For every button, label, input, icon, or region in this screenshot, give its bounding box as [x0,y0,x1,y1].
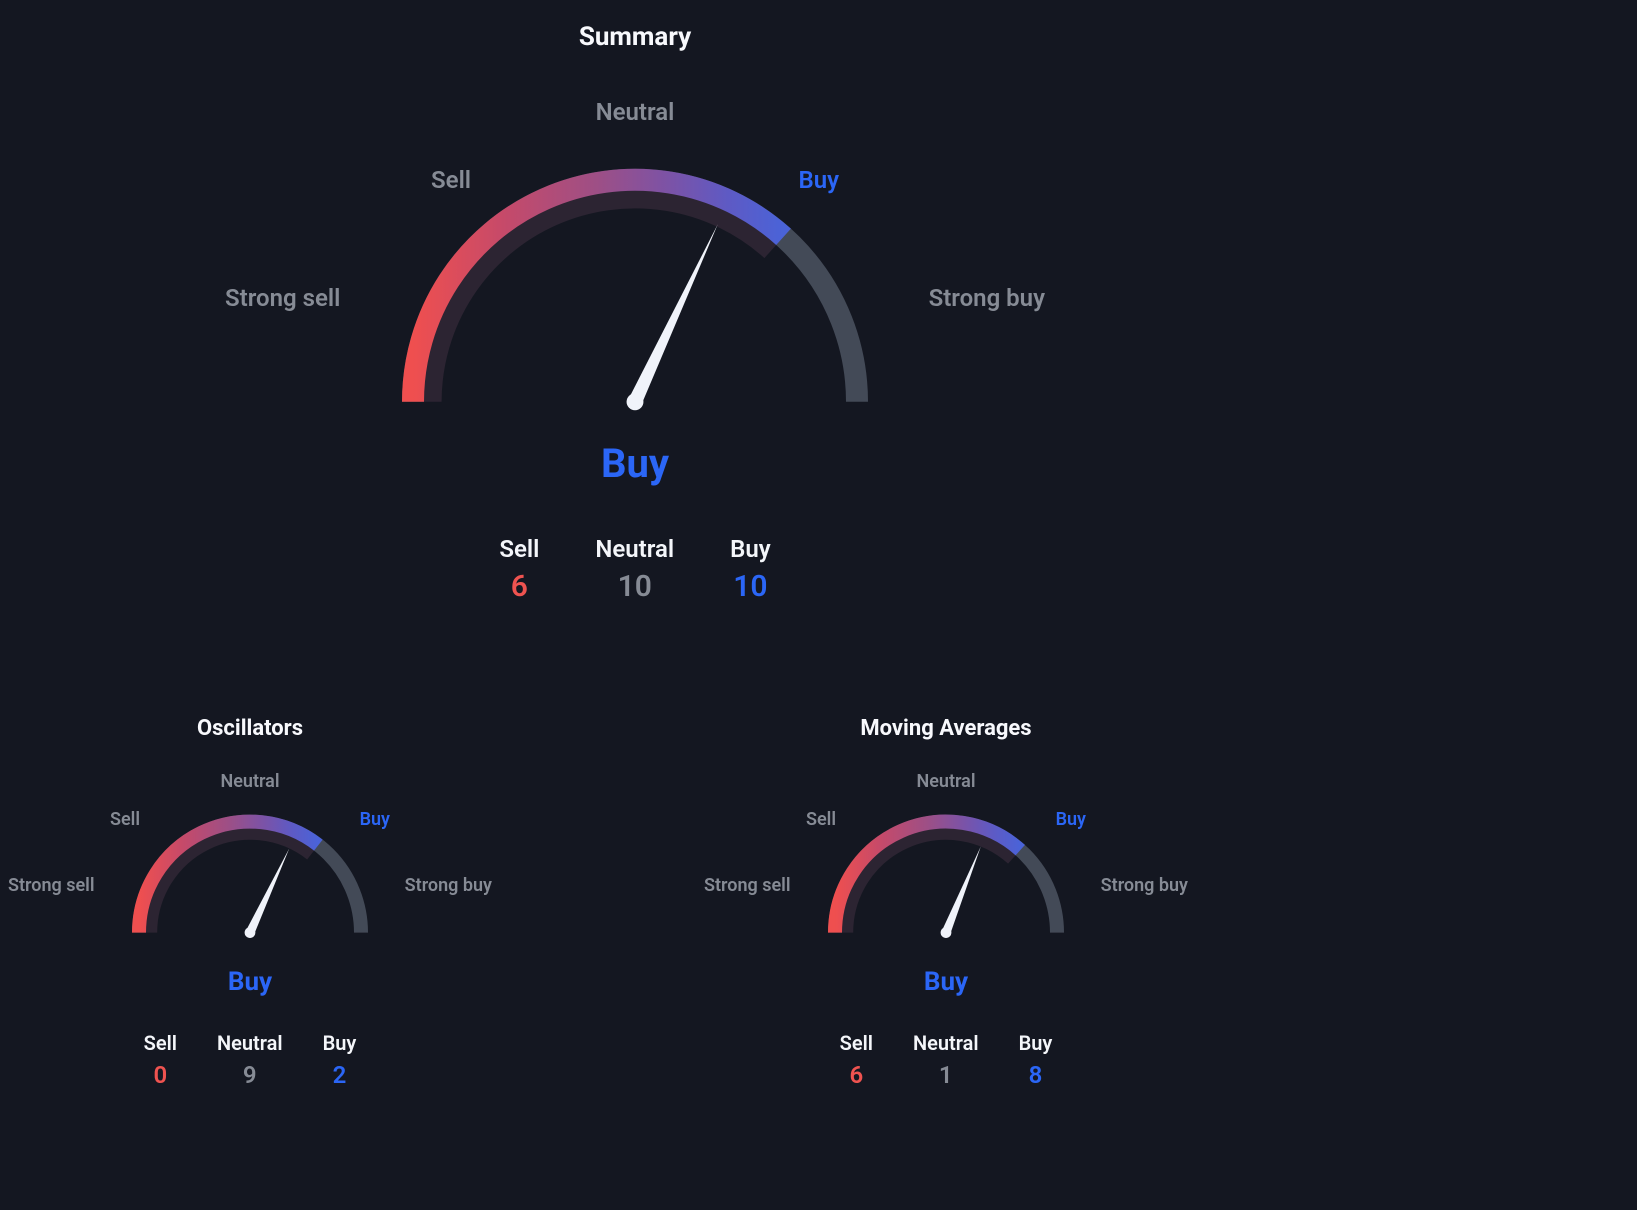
oscillators-label-strong-sell: Strong sell [8,875,95,896]
oscillators-counts: Sell 0 Neutral 9 Buy 2 [0,1031,500,1089]
count-label: Sell [840,1031,873,1055]
oscillators-count-neutral: Neutral 9 [217,1031,283,1089]
moving-averages-title: Moving Averages [696,716,1196,741]
summary-verdict: Buy [0,440,1270,487]
oscillators-label-neutral: Neutral [220,771,279,792]
moving-averages-label-neutral: Neutral [916,771,975,792]
dashboard-root: Summary Neutral Sell Buy Strong sell Str… [0,0,1637,1210]
count-label: Buy [323,1031,357,1055]
count-label: Neutral [217,1031,283,1055]
count-label: Buy [730,535,771,563]
gauge-hub [627,393,644,410]
summary-count-sell: Sell 6 [499,535,539,604]
gauge-needle [942,846,981,934]
moving-averages-gauge-svg [826,807,1066,947]
count-value: 8 [1019,1061,1053,1089]
count-value: 0 [144,1061,177,1089]
summary-gauge: Neutral Sell Buy Strong sell Strong buy [195,106,1075,436]
summary-label-strong-sell: Strong sell [225,284,340,312]
oscillators-count-buy: Buy 2 [323,1031,357,1089]
summary-label-strong-buy: Strong buy [929,284,1045,312]
gauge-hub [941,927,952,938]
summary-counts: Sell 6 Neutral 10 Buy 10 [0,535,1270,604]
oscillators-title: Oscillators [0,716,500,741]
moving-averages-count-neutral: Neutral 1 [913,1031,979,1089]
oscillators-gauge-svg [130,807,370,947]
summary-label-neutral: Neutral [596,98,675,126]
gauge-needle [629,224,718,405]
count-value: 2 [323,1061,357,1089]
count-label: Sell [144,1031,177,1055]
count-value: 6 [840,1061,873,1089]
count-value: 1 [913,1061,979,1089]
moving-averages-count-sell: Sell 6 [840,1031,873,1089]
gauge-needle [246,848,289,934]
count-label: Sell [499,535,539,563]
moving-averages-panel: Moving Averages Neutral Sell Buy Strong … [696,716,1196,1089]
oscillators-gauge: Neutral Sell Buy Strong sell Strong buy [0,775,500,965]
count-label: Neutral [595,535,674,563]
oscillators-count-sell: Sell 0 [144,1031,177,1089]
count-value: 6 [499,569,539,604]
count-value: 10 [730,569,771,604]
count-label: Buy [1019,1031,1053,1055]
moving-averages-verdict: Buy [696,967,1196,997]
summary-panel: Summary Neutral Sell Buy Strong sell Str… [0,22,1270,604]
moving-averages-counts: Sell 6 Neutral 1 Buy 8 [696,1031,1196,1089]
gauge-track [413,180,857,402]
count-value: 10 [595,569,674,604]
oscillators-verdict: Buy [0,967,500,997]
moving-averages-label-strong-sell: Strong sell [704,875,791,896]
oscillators-label-strong-buy: Strong buy [405,875,492,896]
moving-averages-count-buy: Buy 8 [1019,1031,1053,1089]
oscillators-panel: Oscillators Neutral Sell Buy Strong sell… [0,716,500,1089]
summary-gauge-svg [400,158,870,420]
moving-averages-label-strong-buy: Strong buy [1101,875,1188,896]
gauge-hub [245,927,256,938]
moving-averages-gauge: Neutral Sell Buy Strong sell Strong buy [696,775,1196,965]
summary-count-neutral: Neutral 10 [595,535,674,604]
summary-title: Summary [0,22,1270,52]
count-value: 9 [217,1061,283,1089]
count-label: Neutral [913,1031,979,1055]
summary-count-buy: Buy 10 [730,535,771,604]
